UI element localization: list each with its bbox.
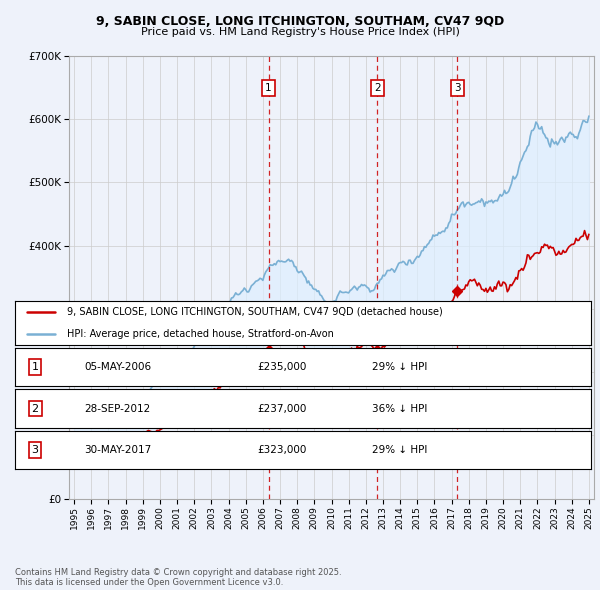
Text: 28-SEP-2012: 28-SEP-2012 <box>84 404 151 414</box>
Text: 1: 1 <box>265 83 272 93</box>
Text: 1: 1 <box>32 362 38 372</box>
Text: 29% ↓ HPI: 29% ↓ HPI <box>372 445 427 455</box>
Text: 3: 3 <box>454 83 461 93</box>
Text: £323,000: £323,000 <box>257 445 306 455</box>
Text: 9, SABIN CLOSE, LONG ITCHINGTON, SOUTHAM, CV47 9QD: 9, SABIN CLOSE, LONG ITCHINGTON, SOUTHAM… <box>96 15 504 28</box>
Text: 3: 3 <box>32 445 38 455</box>
Text: £237,000: £237,000 <box>257 404 306 414</box>
Text: Contains HM Land Registry data © Crown copyright and database right 2025.
This d: Contains HM Land Registry data © Crown c… <box>15 568 341 587</box>
Text: 05-MAY-2006: 05-MAY-2006 <box>84 362 151 372</box>
Text: 2: 2 <box>32 404 39 414</box>
Text: 30-MAY-2017: 30-MAY-2017 <box>84 445 151 455</box>
Text: Price paid vs. HM Land Registry's House Price Index (HPI): Price paid vs. HM Land Registry's House … <box>140 27 460 37</box>
Text: 36% ↓ HPI: 36% ↓ HPI <box>372 404 427 414</box>
Text: 9, SABIN CLOSE, LONG ITCHINGTON, SOUTHAM, CV47 9QD (detached house): 9, SABIN CLOSE, LONG ITCHINGTON, SOUTHAM… <box>67 307 443 317</box>
Text: 29% ↓ HPI: 29% ↓ HPI <box>372 362 427 372</box>
Text: £235,000: £235,000 <box>257 362 306 372</box>
Text: HPI: Average price, detached house, Stratford-on-Avon: HPI: Average price, detached house, Stra… <box>67 329 334 339</box>
Text: 2: 2 <box>374 83 380 93</box>
